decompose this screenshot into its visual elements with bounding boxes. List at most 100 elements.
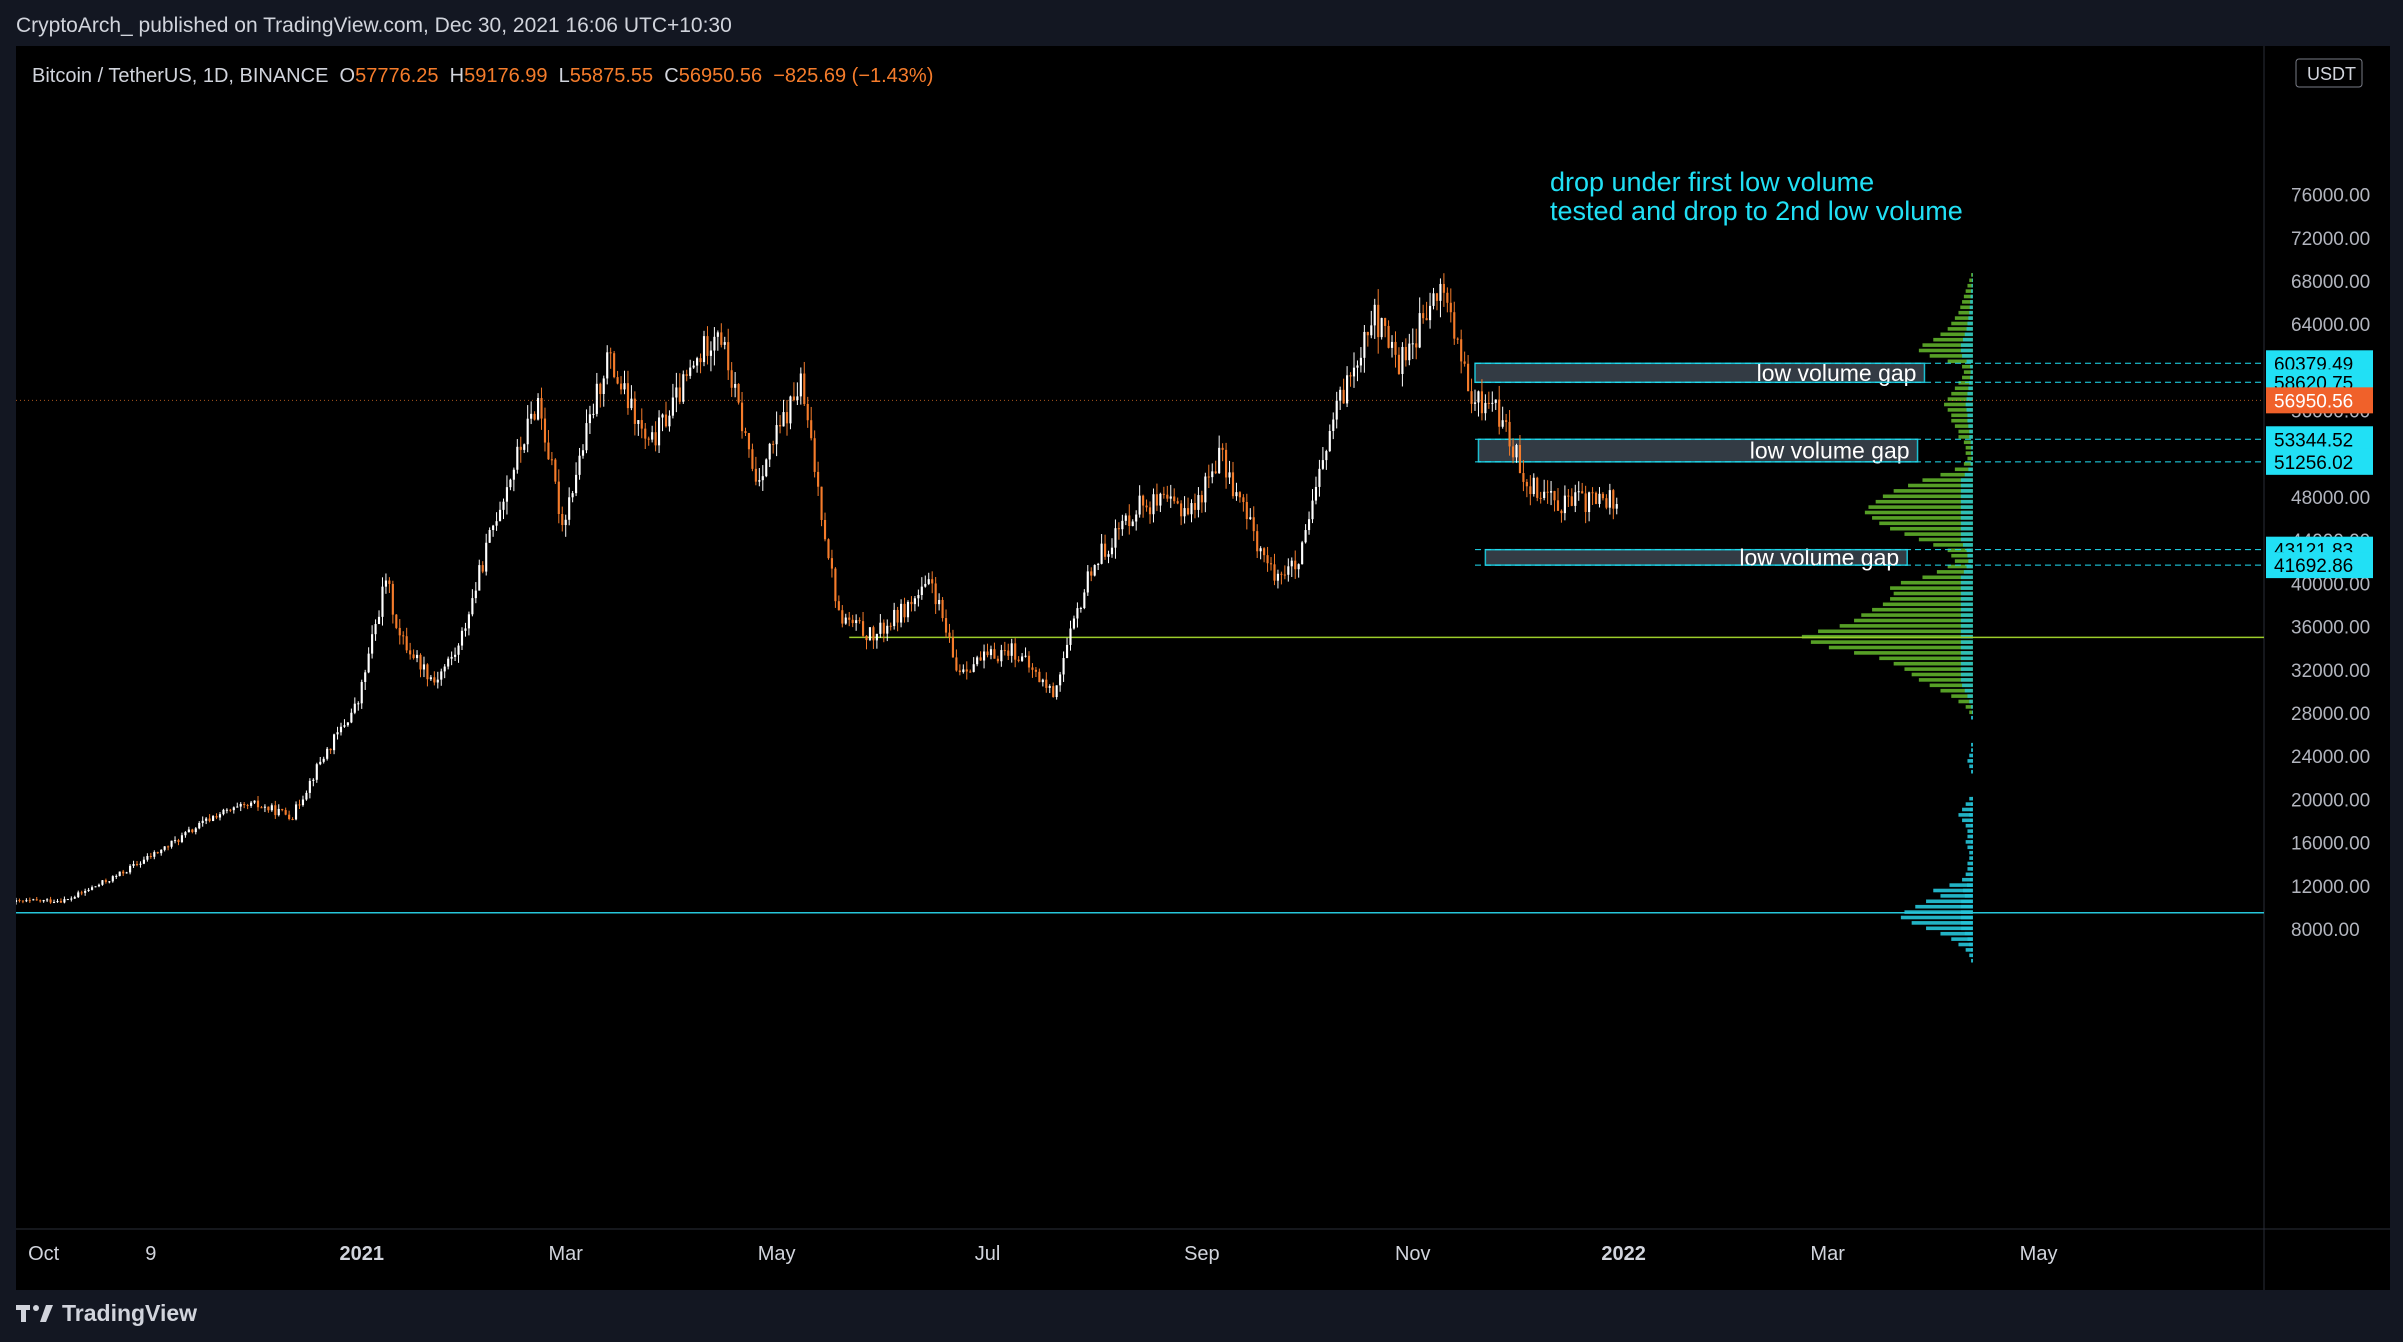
volume-bar	[1818, 629, 1973, 634]
candle	[139, 861, 142, 868]
volume-bar-part	[1960, 667, 1973, 671]
candle	[1318, 459, 1321, 497]
volume-bar-part	[1967, 321, 1973, 326]
volume-bar-part	[1966, 397, 1973, 401]
candle	[872, 625, 875, 649]
candle	[1100, 534, 1103, 565]
volume-bar-part	[1960, 613, 1973, 617]
volume-bar-part	[1968, 559, 1973, 563]
candle	[644, 423, 647, 450]
volume-bar	[1965, 840, 1973, 844]
candle	[1197, 487, 1200, 518]
candle	[409, 642, 412, 660]
volume-bar-part	[1960, 656, 1973, 661]
candle	[1366, 331, 1369, 347]
candle	[765, 458, 768, 478]
candle	[512, 467, 515, 492]
volume-bar	[1854, 651, 1973, 655]
candle	[25, 898, 28, 903]
candles	[14, 273, 1618, 905]
candle	[18, 898, 21, 903]
candle	[1245, 493, 1248, 530]
candle	[1563, 485, 1566, 521]
volume-bar	[1926, 926, 1973, 931]
candle	[1093, 564, 1096, 577]
candle	[80, 890, 83, 896]
y-tick-label: 28000.00	[2291, 704, 2370, 725]
candle	[464, 622, 467, 637]
candle	[329, 748, 332, 754]
candle	[1007, 643, 1010, 661]
volume-bar-part	[1960, 904, 1973, 909]
candle	[232, 806, 235, 814]
volume-bar	[1963, 440, 1973, 445]
candle	[1546, 480, 1549, 504]
low-volume-gap-box[interactable]: low volume gap	[1484, 544, 1908, 570]
candle	[1511, 438, 1515, 464]
candle	[108, 880, 111, 884]
candle	[457, 643, 460, 663]
volume-bar-part	[1970, 818, 1973, 823]
volume-bar	[1947, 359, 1973, 364]
candle	[768, 442, 771, 468]
publisher-bar: CryptoArch_ published on TradingView.com…	[0, 0, 2403, 54]
candle	[357, 701, 360, 711]
price-level-tag[interactable]: 51256.02	[2266, 448, 2373, 475]
candle	[222, 808, 225, 816]
candle	[1498, 385, 1501, 435]
candle	[180, 832, 184, 844]
candle	[982, 644, 986, 669]
volume-bar-part	[1960, 921, 1973, 925]
candlestick-chart[interactable]: 8000.00 12000.00 16000.00 20000.00 24000.00 2…	[14, 46, 2390, 1290]
chart-panel[interactable]: 8000.00 12000.00 16000.00 20000.00 24000.00 2…	[14, 46, 2390, 1290]
candle	[492, 524, 495, 537]
candle	[1263, 547, 1266, 563]
low-label: L	[559, 65, 570, 87]
volume-bar	[1967, 759, 1973, 763]
low-volume-gap-box[interactable]: low volume gap	[1477, 438, 1919, 464]
x-tick-label: 2022	[1601, 1243, 1646, 1265]
candle	[796, 382, 799, 406]
candle	[191, 828, 194, 834]
candle	[606, 345, 609, 385]
candle	[927, 572, 930, 586]
candle	[1515, 443, 1518, 463]
volume-bar	[1951, 937, 1973, 941]
volume-bar	[1969, 796, 1973, 801]
price-level-tag[interactable]: 53344.52	[2266, 426, 2373, 453]
candle	[910, 596, 913, 612]
volume-bar	[1965, 948, 1973, 952]
volume-bar-part	[1971, 759, 1973, 763]
volume-bar	[1875, 499, 1973, 504]
candle	[353, 697, 356, 715]
volume-bar	[1940, 472, 1973, 477]
low-volume-gap-box[interactable]: low volume gap	[1474, 360, 1926, 386]
volume-bar	[1854, 618, 1973, 623]
tradingview-brand[interactable]: TradingView	[16, 1297, 197, 1329]
candle	[1121, 514, 1124, 536]
candle	[450, 651, 453, 666]
candle	[1124, 513, 1127, 526]
price-level-tag[interactable]: 41692.86	[2266, 552, 2373, 579]
candle	[1280, 571, 1283, 585]
candle	[951, 629, 955, 658]
candle	[1314, 476, 1318, 505]
volume-bar	[1958, 435, 1973, 439]
candle	[509, 478, 512, 491]
volume-bar-part	[1970, 300, 1973, 304]
candle	[198, 821, 201, 830]
candle	[806, 396, 809, 428]
volume-bar	[1947, 397, 1973, 401]
candle	[661, 413, 664, 432]
candle	[1169, 484, 1172, 508]
volume-bar	[1890, 526, 1973, 531]
candle	[813, 430, 816, 478]
volume-bar-part	[1960, 575, 1973, 580]
candle	[630, 385, 633, 411]
volume-bar-part	[1971, 710, 1973, 715]
last-price-tag[interactable]: 56950.56	[2266, 387, 2373, 414]
y-tick-label: 76000.00	[2291, 186, 2370, 207]
candle	[1017, 656, 1020, 663]
symbol-legend[interactable]: Bitcoin / TetherUS, 1D, BINANCE O57776.2…	[32, 65, 933, 87]
